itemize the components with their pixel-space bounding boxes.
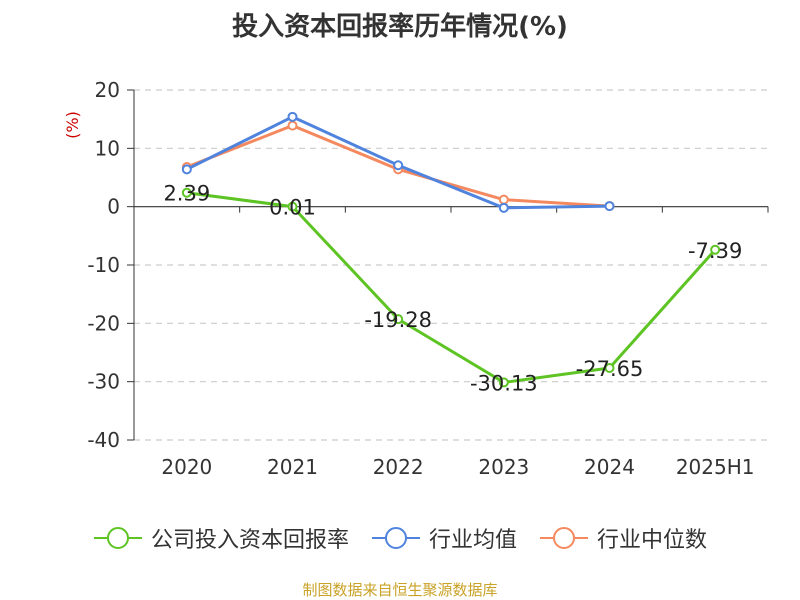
data-label: -30.13: [470, 371, 538, 395]
source-note: 制图数据来自恒生聚源数据库: [302, 581, 498, 599]
x-tick-label: 2023: [478, 455, 529, 479]
x-tick-label: 2020: [161, 455, 212, 479]
y-tick-label: 10: [95, 136, 120, 160]
data-label: 0.01: [269, 196, 316, 220]
y-tick-label: -40: [87, 428, 120, 452]
legend-symbol-icon: [371, 527, 420, 549]
legend-item[interactable]: 公司投入资本回报率: [93, 522, 349, 554]
data-point: [287, 201, 298, 212]
legend-label: 行业中位数: [597, 528, 708, 553]
data-point: [498, 194, 509, 205]
y-tick-label: -30: [87, 370, 120, 394]
series-line: [186, 191, 717, 384]
x-tick-label: 2022: [373, 455, 424, 479]
data-point: [498, 377, 509, 388]
legend: 公司投入资本回报率 行业均值 行业中位数: [0, 518, 800, 558]
x-tick-label: 2021: [267, 455, 318, 479]
y-tick-label: 20: [95, 78, 120, 102]
legend-item[interactable]: 行业中位数: [539, 522, 707, 554]
data-point: [710, 244, 721, 255]
data-label: 2.39: [163, 182, 210, 206]
data-label: -27.65: [576, 357, 644, 381]
data-point: [498, 202, 509, 213]
data-label: -7.39: [688, 239, 742, 263]
data-point: [604, 362, 615, 373]
data-point: [393, 314, 404, 325]
data-point: [287, 111, 298, 122]
x-tick-label: 2024: [584, 455, 635, 479]
chart-title: 投入资本回报率历年情况(%): [232, 12, 568, 42]
legend-item[interactable]: 行业均值: [371, 522, 517, 554]
legend-label: 公司投入资本回报率: [150, 528, 349, 553]
data-point: [181, 164, 192, 175]
legend-symbol-icon: [93, 527, 142, 549]
x-tick-label: 2025H1: [676, 455, 755, 479]
data-point: [181, 187, 192, 198]
y-tick-label: -20: [87, 311, 120, 335]
y-tick-label: -10: [87, 253, 120, 277]
y-axis-label: (%): [63, 111, 82, 139]
data-point: [604, 201, 615, 212]
data-point: [393, 160, 404, 171]
legend-symbol-icon: [540, 527, 588, 549]
legend-label: 行业均值: [428, 528, 517, 553]
y-tick-label: 0: [107, 195, 120, 219]
data-label: -19.28: [364, 308, 432, 332]
data-point: [287, 120, 298, 131]
